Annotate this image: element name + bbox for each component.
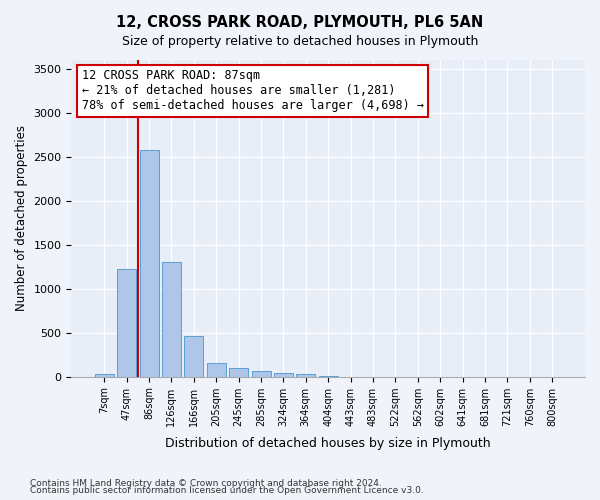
Y-axis label: Number of detached properties: Number of detached properties	[15, 126, 28, 312]
Text: Contains public sector information licensed under the Open Government Licence v3: Contains public sector information licen…	[30, 486, 424, 495]
Bar	[296, 374, 316, 376]
Bar	[184, 336, 203, 376]
Bar	[251, 372, 271, 376]
Bar	[274, 373, 293, 376]
Bar	[207, 362, 226, 376]
Text: 12, CROSS PARK ROAD, PLYMOUTH, PL6 5AN: 12, CROSS PARK ROAD, PLYMOUTH, PL6 5AN	[116, 15, 484, 30]
Bar	[229, 368, 248, 376]
Bar	[117, 270, 136, 376]
Bar	[95, 374, 114, 376]
Text: Size of property relative to detached houses in Plymouth: Size of property relative to detached ho…	[122, 35, 478, 48]
Text: Contains HM Land Registry data © Crown copyright and database right 2024.: Contains HM Land Registry data © Crown c…	[30, 478, 382, 488]
Bar	[140, 150, 158, 376]
Bar	[162, 262, 181, 376]
Text: 12 CROSS PARK ROAD: 87sqm
← 21% of detached houses are smaller (1,281)
78% of se: 12 CROSS PARK ROAD: 87sqm ← 21% of detac…	[82, 70, 424, 112]
X-axis label: Distribution of detached houses by size in Plymouth: Distribution of detached houses by size …	[166, 437, 491, 450]
